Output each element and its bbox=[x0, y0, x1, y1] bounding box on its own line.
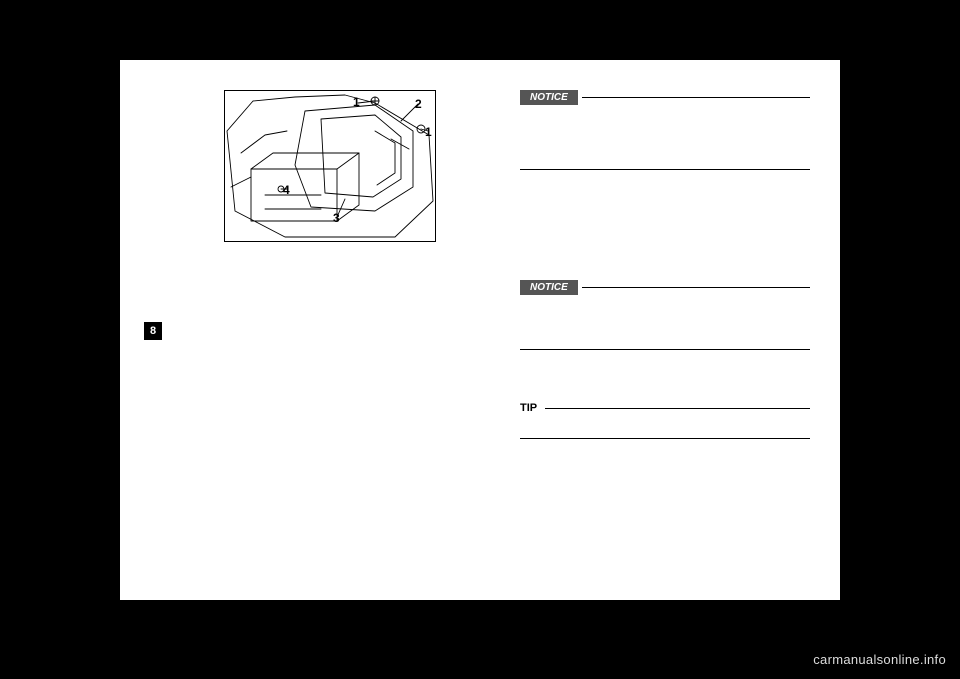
watermark-text: carmanualsonline.info bbox=[813, 652, 946, 667]
notice-label: NOTICE bbox=[520, 280, 578, 295]
tip-label: TIP bbox=[520, 402, 541, 414]
callout-1b: 1 bbox=[425, 125, 432, 139]
notice-ghost-headline: To charge a VRLA (Valve Regulated Lead A… bbox=[520, 109, 810, 129]
right-column: NOTICE To charge a VRLA (Valve Regulated… bbox=[520, 90, 810, 469]
notice-label-row: NOTICE bbox=[520, 280, 810, 295]
rule bbox=[582, 97, 810, 98]
line-art-svg bbox=[225, 91, 435, 241]
notice-label-row: NOTICE bbox=[520, 90, 810, 105]
tip-ghost-headline: Be sure the battery is fully charged. bbox=[520, 418, 810, 438]
page: 8 bbox=[120, 60, 840, 600]
notice-block-2: NOTICE Always keep the battery charged. … bbox=[520, 280, 810, 350]
callout-1a: 1 bbox=[353, 95, 360, 109]
notice-ghost-headline: Always keep the battery charged. Storing bbox=[520, 299, 810, 319]
spacer bbox=[520, 200, 810, 280]
notice-label: NOTICE bbox=[520, 90, 578, 105]
callout-3: 3 bbox=[333, 211, 340, 225]
callout-4: 4 bbox=[283, 183, 290, 197]
rule bbox=[520, 349, 810, 350]
spacer bbox=[520, 380, 810, 402]
rule bbox=[545, 408, 810, 409]
rule bbox=[520, 169, 810, 170]
callout-2: 2 bbox=[415, 97, 422, 111]
tip-block: TIP Be sure the battery is fully charged… bbox=[520, 402, 810, 439]
rule bbox=[520, 438, 810, 439]
technical-illustration: 1 2 1 4 3 bbox=[224, 90, 436, 242]
rule bbox=[582, 287, 810, 288]
body-gap bbox=[520, 319, 810, 349]
notice-block-1: NOTICE To charge a VRLA (Valve Regulated… bbox=[520, 90, 810, 170]
left-column: 8 bbox=[180, 90, 480, 254]
tip-label-row: TIP bbox=[520, 402, 810, 414]
body-gap bbox=[520, 129, 810, 169]
section-index-tab: 8 bbox=[144, 322, 162, 340]
